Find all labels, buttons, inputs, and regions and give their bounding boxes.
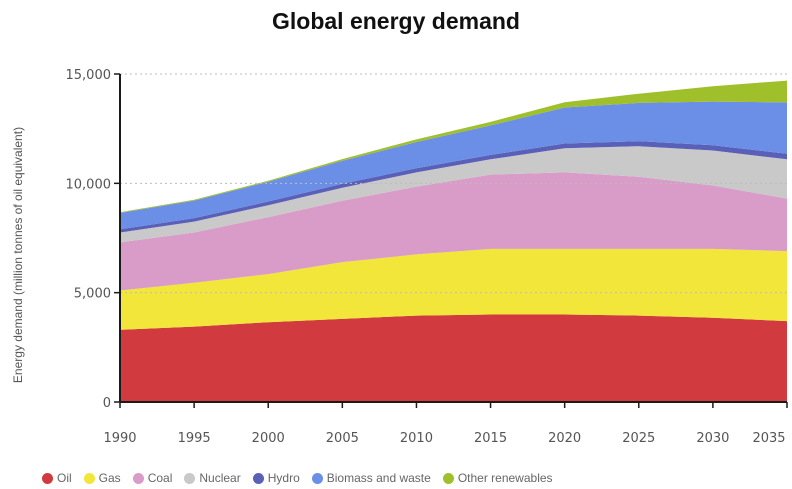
legend-swatch bbox=[442, 472, 454, 484]
legend-item: Other renewables bbox=[442, 471, 553, 485]
y-tick-label: 15,000 bbox=[66, 68, 112, 83]
legend-swatch bbox=[42, 472, 53, 484]
x-tick-label: 2000 bbox=[252, 431, 285, 446]
x-tick-label: 2025 bbox=[622, 431, 655, 446]
x-tick-label: 1995 bbox=[178, 431, 211, 446]
legend-label: Gas bbox=[98, 471, 121, 485]
x-tick-label: 2015 bbox=[474, 431, 507, 446]
legend-label: Oil bbox=[57, 471, 72, 485]
area-series-nuclear bbox=[120, 146, 787, 243]
legend-label: Nuclear bbox=[199, 471, 241, 485]
area-series-other-renewables bbox=[120, 80, 787, 213]
legend-item: Hydro bbox=[252, 471, 300, 485]
legend-item: Gas bbox=[83, 471, 121, 485]
x-tick-label: 2030 bbox=[696, 431, 729, 446]
legend-swatch bbox=[252, 472, 264, 484]
area-series-gas bbox=[120, 248, 787, 330]
chart-title: Global energy demand bbox=[272, 8, 520, 34]
x-tick-label: 1990 bbox=[103, 431, 136, 446]
legend-label: Other renewables bbox=[457, 471, 553, 485]
y-tick-label: 0 bbox=[103, 396, 111, 411]
legend-label: Coal bbox=[147, 471, 173, 485]
x-tick-label: 2010 bbox=[400, 431, 433, 446]
legend: Oil Gas Coal Nuclear Hydro Biomass and waste O… bbox=[42, 469, 792, 487]
legend-swatch bbox=[184, 472, 196, 484]
legend-label: Hydro bbox=[267, 471, 300, 485]
area-series-hydro bbox=[120, 141, 787, 233]
y-tick-label: 5,000 bbox=[74, 287, 111, 302]
legend-swatch bbox=[83, 472, 95, 484]
area-series-oil bbox=[120, 314, 787, 402]
area-series-biomass-and-waste bbox=[120, 101, 787, 230]
legend-swatch bbox=[132, 472, 144, 484]
legend-swatch bbox=[311, 472, 323, 484]
legend-item: Coal bbox=[132, 471, 173, 485]
legend-item: Oil bbox=[42, 471, 72, 485]
legend-item: Nuclear bbox=[184, 471, 241, 485]
x-tick-label: 2005 bbox=[326, 431, 359, 446]
legend-label: Biomass and waste bbox=[326, 471, 431, 485]
legend-item: Biomass and waste bbox=[311, 471, 431, 485]
x-tick-label: 2020 bbox=[548, 431, 581, 446]
area-series-coal bbox=[120, 172, 787, 291]
y-tick-label: 10,000 bbox=[66, 177, 112, 192]
x-tick-label: 2035 bbox=[752, 431, 785, 446]
